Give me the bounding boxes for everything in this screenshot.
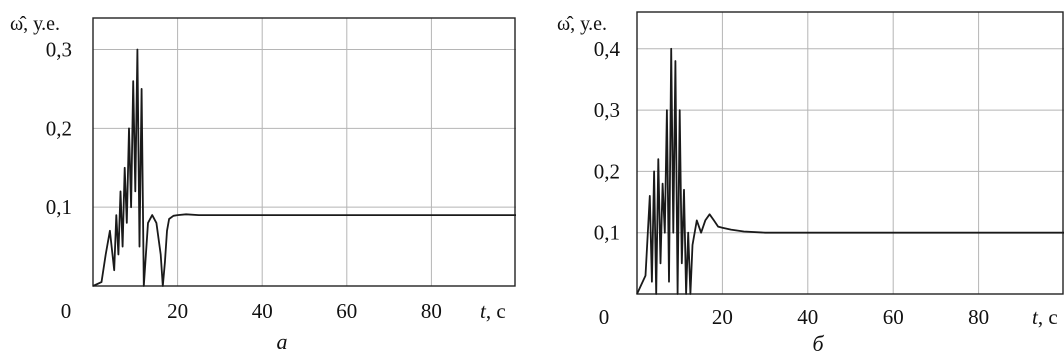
panel-caption: а xyxy=(277,329,288,354)
y-tick-label: 0,2 xyxy=(46,116,72,140)
y-tick-label: 0,4 xyxy=(594,37,621,61)
x-tick-label: 60 xyxy=(883,305,904,329)
y-axis-label: ω̂, у.е. xyxy=(10,13,60,35)
y-axis-label: ω̂, у.е. xyxy=(557,13,607,35)
x-tick-label: 0 xyxy=(61,299,72,323)
plot-frame xyxy=(636,11,1064,295)
chart-b-svg: 0,1 0,2 0,3 0,4 0 20 40 60 80 t, с ω̂, у.е. б xyxy=(557,11,1064,356)
x-tick-label: 20 xyxy=(167,299,188,323)
y-tick-label: 0,1 xyxy=(594,221,620,245)
y-tick-label: 0,1 xyxy=(46,195,72,219)
series-line xyxy=(636,47,1064,295)
panel-caption: б xyxy=(812,331,824,356)
chart-panel-b: 0,1 0,2 0,3 0,4 0 20 40 60 80 t, с ω̂, у.е. б xyxy=(532,0,1064,356)
x-axis-variable: t xyxy=(1032,305,1039,329)
x-tick-label: 40 xyxy=(797,305,818,329)
chart-a-svg: 0,1 0,2 0,3 0 20 40 60 80 t, с ω̂, у.е. а xyxy=(10,13,516,354)
x-axis-label: t, с xyxy=(1032,305,1058,329)
x-tick-label: 20 xyxy=(712,305,733,329)
plot-frame xyxy=(92,17,516,287)
chart-panel-a: 0,1 0,2 0,3 0 20 40 60 80 t, с ω̂, у.е. а xyxy=(10,13,516,354)
x-axis-unit: , с xyxy=(1038,305,1058,329)
x-axis-label: t, с xyxy=(480,299,506,323)
y-tick-label: 0,3 xyxy=(46,38,72,62)
y-tick-label: 0,2 xyxy=(594,159,620,183)
x-tick-label: 60 xyxy=(336,299,357,323)
y-tick-label: 0,3 xyxy=(594,98,620,122)
x-tick-label: 0 xyxy=(599,305,610,329)
x-axis-variable: t xyxy=(480,299,487,323)
x-tick-label: 80 xyxy=(421,299,442,323)
x-axis-unit: , с xyxy=(486,299,506,323)
series-line xyxy=(92,48,516,287)
x-tick-label: 80 xyxy=(968,305,989,329)
x-tick-label: 40 xyxy=(252,299,273,323)
